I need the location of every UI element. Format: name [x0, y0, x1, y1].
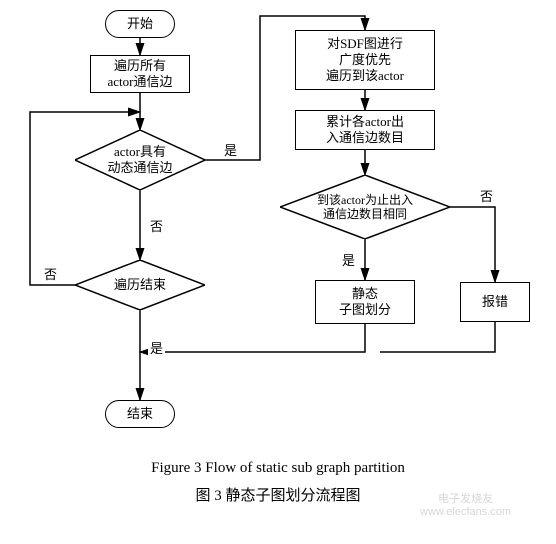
node-hasDyn-label: actor具有 动态通信边 [107, 144, 172, 175]
node-hasDyn: actor具有 动态通信边 [75, 130, 205, 190]
node-travDone-label: 遍历结束 [114, 277, 166, 293]
label-travDone-no: 否 [42, 264, 59, 283]
node-error-label: 报错 [482, 294, 508, 310]
node-start: 开始 [105, 10, 175, 38]
node-start-label: 开始 [127, 16, 153, 32]
node-end: 结束 [105, 400, 175, 428]
label-hasDyn-yes: 是 [222, 140, 239, 159]
node-traverse-label: 遍历所有 actor通信边 [108, 58, 173, 91]
node-error: 报错 [460, 282, 530, 322]
label-sameCnt-no: 否 [478, 186, 495, 205]
node-count-label: 累计各actor出 入通信边数目 [326, 114, 404, 147]
node-bfs: 对SDF图进行 广度优先 遍历到该actor [295, 30, 435, 90]
node-traverse: 遍历所有 actor通信边 [90, 55, 190, 93]
watermark: 电子发烧友 www.elecfans.com [420, 490, 511, 518]
flowchart-canvas: 开始 遍历所有 actor通信边 actor具有 动态通信边 遍历结束 结束 对… [0, 0, 556, 544]
node-partition: 静态 子图划分 [315, 280, 415, 324]
node-travDone: 遍历结束 [75, 260, 205, 310]
node-end-label: 结束 [127, 406, 153, 422]
node-sameCnt: 到该actor为止出入 通信边数目相同 [280, 175, 450, 239]
node-bfs-label: 对SDF图进行 广度优先 遍历到该actor [326, 36, 404, 85]
caption-en: Figure 3 Flow of static sub graph partit… [0, 460, 556, 477]
node-count: 累计各actor出 入通信边数目 [295, 110, 435, 150]
label-sameCnt-yes: 是 [340, 250, 357, 269]
node-sameCnt-label: 到该actor为止出入 通信边数目相同 [317, 193, 413, 222]
node-partition-label: 静态 子图划分 [339, 286, 391, 319]
label-travDone-yes: 是 [148, 338, 165, 357]
label-hasDyn-no: 否 [148, 216, 165, 235]
